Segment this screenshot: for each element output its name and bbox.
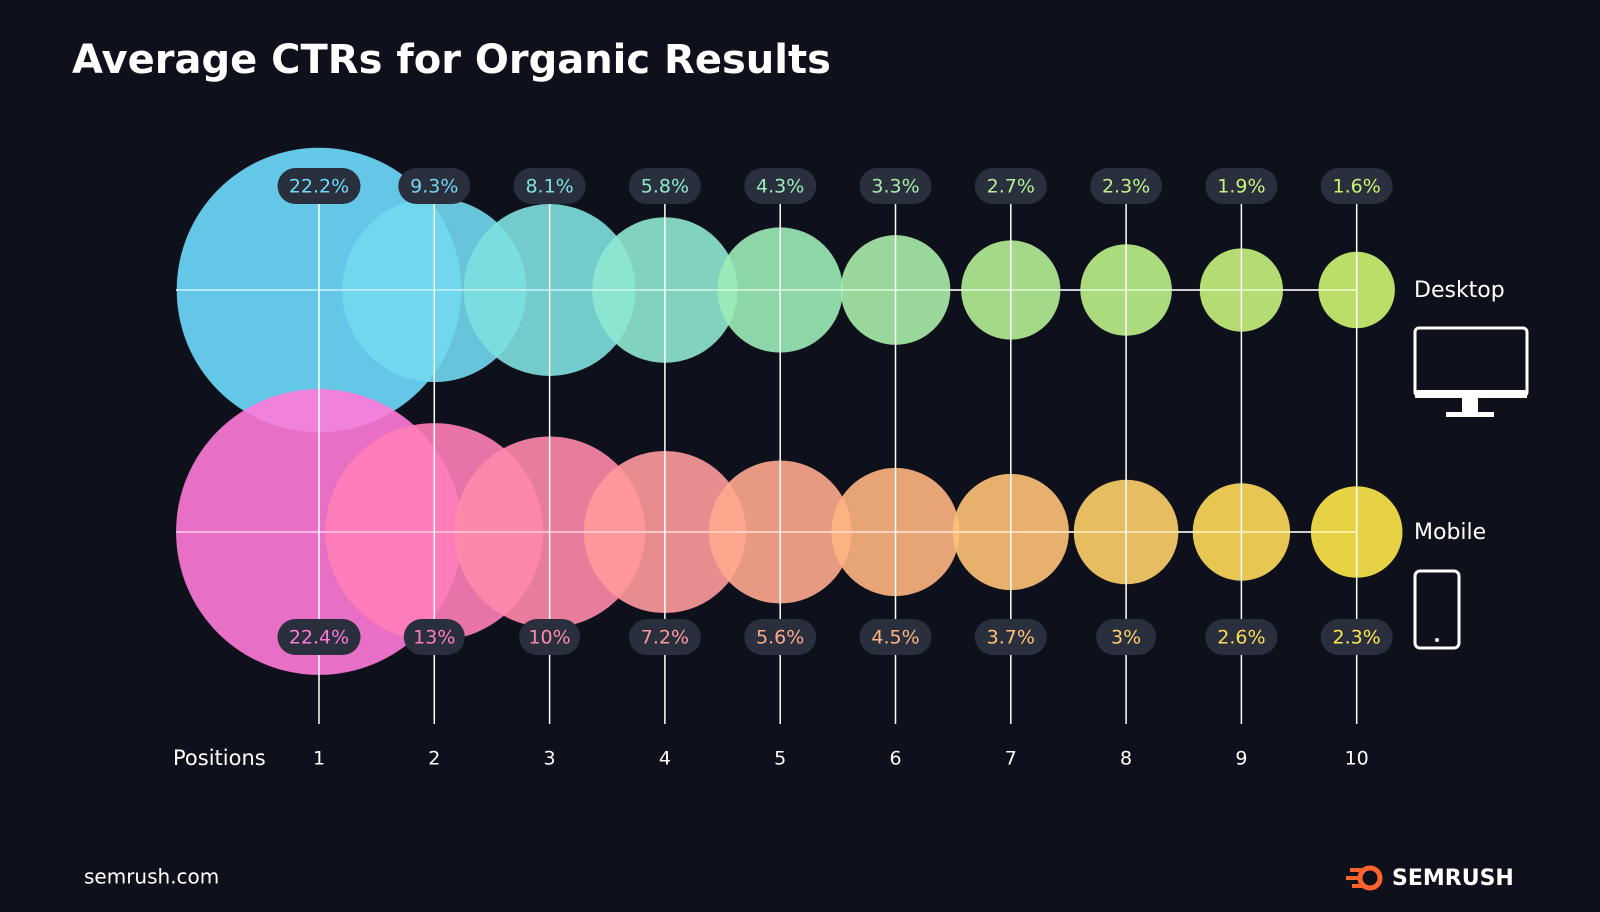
value-label-pill	[744, 168, 817, 204]
value-label: 1.6%	[1333, 176, 1381, 198]
value-label: 4.5%	[871, 627, 919, 649]
value-label-pill	[628, 168, 701, 204]
value-label-pill	[1320, 168, 1393, 204]
brand: SEMRUSH	[1392, 866, 1514, 891]
legend-label: Desktop	[1414, 278, 1505, 303]
phone	[1413, 569, 1461, 650]
value-label: 2.3%	[1333, 627, 1381, 649]
value-label-pill	[859, 168, 932, 204]
value-label: 9.3%	[410, 176, 458, 198]
value-label-pill	[1205, 168, 1278, 204]
x-tick-label: 2	[428, 748, 440, 770]
desktop-icon	[1413, 326, 1529, 417]
mobile-icon	[1413, 569, 1461, 650]
value-label-pill	[974, 619, 1047, 655]
x-tick-label: 9	[1235, 748, 1247, 770]
value-label: 5.8%	[641, 176, 689, 198]
value-label: 10%	[528, 627, 570, 649]
value-label: 2.7%	[987, 176, 1035, 198]
value-label: 3.7%	[987, 627, 1035, 649]
x-tick-label: 5	[774, 748, 786, 770]
x-tick-label: 4	[659, 748, 671, 770]
x-tick-label: 10	[1345, 748, 1369, 770]
source: semrush.com	[84, 865, 219, 889]
x-tick-label: 8	[1120, 748, 1132, 770]
monitor-bezel	[1415, 390, 1527, 398]
x-tick-label: 7	[1005, 748, 1017, 770]
value-label: 22.4%	[289, 627, 349, 649]
x-tick-label: 1	[313, 748, 325, 770]
brand-logo: SEMRUSH	[1346, 865, 1514, 891]
value-label-pill	[519, 619, 581, 655]
brand-icon-lines	[1346, 868, 1362, 888]
value-label: 3.3%	[871, 176, 919, 198]
value-label-pill	[277, 619, 361, 655]
value-label-pill	[974, 168, 1047, 204]
value-label: 13%	[413, 627, 455, 649]
phone-button	[1435, 638, 1439, 642]
chart-title: Average CTRs for Organic Results	[72, 37, 831, 83]
value-label: 2.3%	[1102, 176, 1150, 198]
monitor-base	[1446, 412, 1494, 417]
value-label-pill	[1096, 619, 1157, 655]
value-label-pill	[744, 619, 817, 655]
x-axis-label: Positions	[173, 746, 266, 770]
value-label: 7.2%	[641, 627, 689, 649]
value-label: 4.3%	[756, 176, 804, 198]
plot: 22.2% 9.3% 8.1% 5.8% 4.3% 3.3% 2.7% 2.3% 1.9% 1.6…	[173, 147, 1505, 770]
x-tick-label: 3	[544, 748, 556, 770]
monitor-stand	[1462, 398, 1478, 412]
value-label: 1.9%	[1217, 176, 1265, 198]
value-label: 22.2%	[289, 176, 349, 198]
value-label-pill	[403, 619, 465, 655]
value-label-pill	[1205, 619, 1278, 655]
value-label-pill	[1320, 619, 1393, 655]
value-label: 8.1%	[525, 176, 573, 198]
value-label-pill	[277, 168, 361, 204]
value-label-pill	[628, 619, 701, 655]
value-label-pill	[1090, 168, 1163, 204]
value-label-pill	[513, 168, 586, 204]
legend-label: Mobile	[1414, 520, 1486, 545]
value-label-pill	[398, 168, 471, 204]
value-label-pill	[859, 619, 932, 655]
value-label: 2.6%	[1217, 627, 1265, 649]
value-label: 5.6%	[756, 627, 804, 649]
x-tick-label: 6	[889, 748, 901, 770]
value-label: 3%	[1111, 627, 1141, 649]
